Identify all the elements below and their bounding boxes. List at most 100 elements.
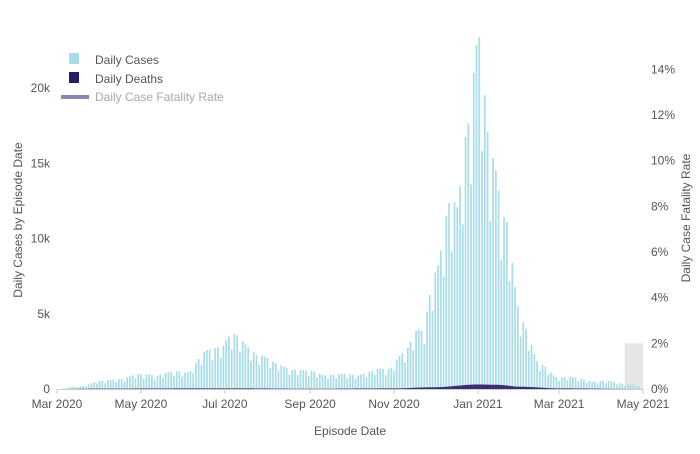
y-tick-label: 15k [31,156,51,170]
bar-daily-cases [93,382,95,389]
bar-daily-cases [85,386,87,389]
bar-daily-cases [77,387,79,389]
legend-item-daily-cfr[interactable]: Daily Case Fatality Rate [61,90,224,104]
bar-daily-cases [434,273,436,389]
bar-daily-cases [418,330,420,389]
bar-daily-cases [179,371,181,389]
bar-daily-cases [148,375,150,389]
bar-daily-cases [448,203,450,389]
bar-daily-cases [319,374,321,389]
bar-daily-cases [168,372,170,389]
bar-daily-cases [594,381,596,389]
bar-daily-cases [550,372,552,389]
y2-tick-label: 8% [651,199,669,213]
bar-daily-cases [121,379,123,389]
bar-daily-cases [217,347,219,389]
legend-label-deaths: Daily Deaths [95,72,163,86]
bar-daily-cases [385,375,387,389]
legend-item-daily-cases[interactable]: Daily Cases [69,53,159,67]
y-tick-label: 10k [31,232,51,246]
bar-daily-cases [401,354,403,389]
bar-daily-cases [124,381,126,389]
bar-daily-cases [132,375,134,389]
y2-tick-label: 14% [651,62,675,76]
bar-daily-cases [572,377,574,389]
bar-daily-cases [470,184,472,389]
y-tick-label: 0 [43,382,50,396]
bar-daily-cases [269,368,271,389]
bar-daily-cases [291,370,293,389]
bar-daily-cases [272,362,274,389]
bar-daily-cases [379,369,381,389]
bar-daily-cases [390,368,392,389]
bar-daily-cases [154,379,156,389]
bar-daily-cases [247,347,249,389]
bar-daily-cases [539,371,541,389]
bar-daily-cases [220,358,222,389]
bar-daily-cases [393,371,395,389]
bar-daily-cases [88,384,90,389]
bar-daily-cases [536,361,538,389]
bar-daily-cases [322,375,324,389]
bar-daily-cases [577,381,579,389]
bar-daily-cases [327,379,329,389]
bar-daily-cases [635,386,637,389]
bar-daily-cases [553,375,555,389]
bar-daily-cases [517,306,519,389]
bar-daily-cases [396,360,398,389]
bar-daily-cases [451,251,453,389]
bar-daily-cases [456,207,458,389]
bar-daily-cases [63,388,65,389]
bar-daily-cases [522,322,524,389]
bar-daily-cases [377,369,379,389]
bar-daily-cases [242,341,244,389]
bar-daily-cases [129,376,131,389]
bar-daily-cases [209,350,211,389]
y2-tick-label: 4% [651,291,669,305]
bar-daily-cases [509,281,511,389]
bar-daily-cases [324,375,326,389]
bar-daily-cases [580,379,582,389]
bar-daily-cases [335,378,337,389]
bar-daily-cases [374,375,376,389]
bar-daily-cases [99,381,101,389]
bar-daily-cases [503,217,505,389]
bar-daily-cases [107,380,109,389]
legend: Daily Cases Daily Deaths Daily Case Fata… [61,53,224,104]
bar-daily-cases [619,383,621,389]
bar-daily-cases [608,381,610,389]
x-tick-label: Mar 2021 [534,397,585,411]
bar-daily-cases [473,73,475,389]
x-tick-label: Mar 2020 [32,397,83,411]
bar-daily-cases [633,384,635,389]
legend-item-daily-deaths[interactable]: Daily Deaths [69,72,163,86]
bar-daily-cases [600,381,602,389]
bar-daily-cases [311,371,313,389]
bar-daily-cases [443,277,445,389]
x-tick-label: May 2021 [617,397,670,411]
y2-tick-label: 6% [651,245,669,259]
bar-daily-cases [462,224,464,389]
bar-daily-cases [421,331,423,389]
bar-daily-cases [344,374,346,389]
bar-daily-cases [459,186,461,389]
legend-swatch-cases [69,53,79,64]
bar-daily-cases [533,354,535,389]
x-tick-label: Jan 2021 [453,397,503,411]
bar-daily-cases [611,381,613,389]
bar-daily-cases [140,374,142,389]
bar-daily-cases [487,132,489,389]
bar-daily-cases [264,356,266,389]
bar-daily-cases [440,251,442,389]
legend-swatch-cfr [61,95,89,99]
bar-daily-cases [66,388,68,389]
bar-daily-cases [561,377,563,389]
bar-daily-cases [96,384,98,389]
x-tick-label: Jul 2020 [202,397,248,411]
bar-daily-cases [511,263,513,389]
bar-daily-cases [195,363,197,389]
bar-daily-cases [583,379,585,389]
bar-daily-cases [555,377,557,389]
legend-swatch-deaths [69,72,79,83]
